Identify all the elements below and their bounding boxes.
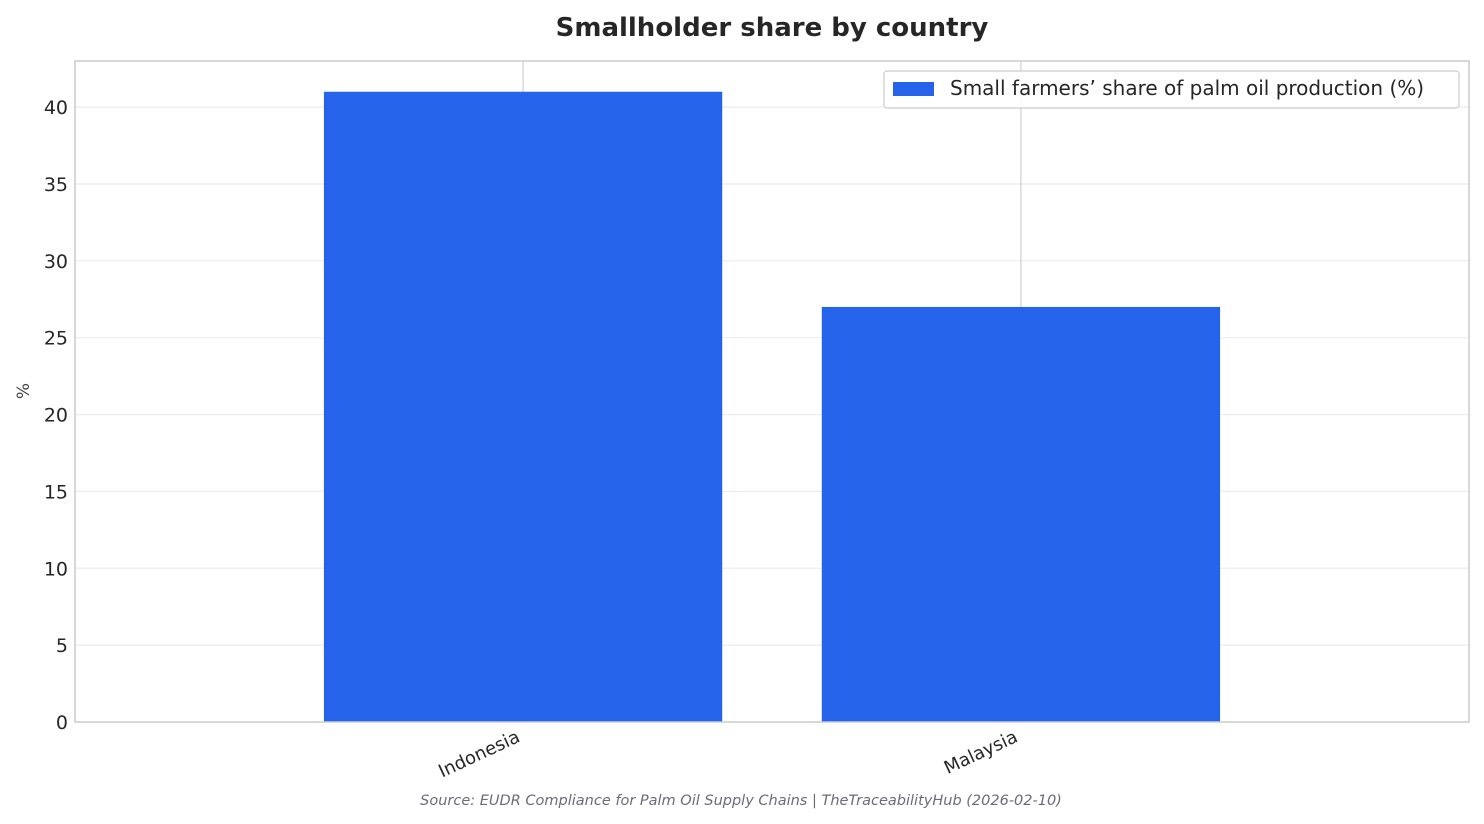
y-tick-label: 0 (56, 712, 68, 734)
x-tick-label: Indonesia (435, 726, 523, 782)
legend-label: Small farmers’ share of palm oil product… (950, 76, 1424, 100)
plot-frame (74, 60, 1470, 723)
y-tick-label: 35 (44, 174, 68, 196)
legend: Small farmers’ share of palm oil product… (883, 70, 1460, 109)
grid-lines (75, 61, 1469, 723)
bar-indonesia (323, 91, 723, 722)
x-axis-ticks: Indonesia Malaysia (435, 726, 1021, 782)
y-tick-label: 40 (44, 97, 68, 119)
y-tick-label: 15 (44, 481, 68, 503)
legend-box (883, 70, 1460, 109)
source-note: Source: EUDR Compliance for Palm Oil Sup… (420, 793, 1062, 809)
x-tick-label: Malaysia (941, 726, 1021, 778)
y-axis-ticks: 0 5 10 15 20 25 30 35 40 (44, 97, 68, 734)
y-tick-label: 30 (44, 251, 68, 273)
bars (323, 91, 1221, 722)
legend-swatch (893, 82, 934, 96)
y-tick-label: 25 (44, 328, 68, 350)
bar-malaysia (821, 306, 1221, 722)
y-tick-label: 5 (56, 635, 68, 657)
y-tick-label: 10 (44, 558, 68, 580)
y-axis-label: % (14, 383, 34, 399)
y-tick-label: 20 (44, 405, 68, 427)
chart-title: Smallholder share by country (556, 13, 989, 43)
